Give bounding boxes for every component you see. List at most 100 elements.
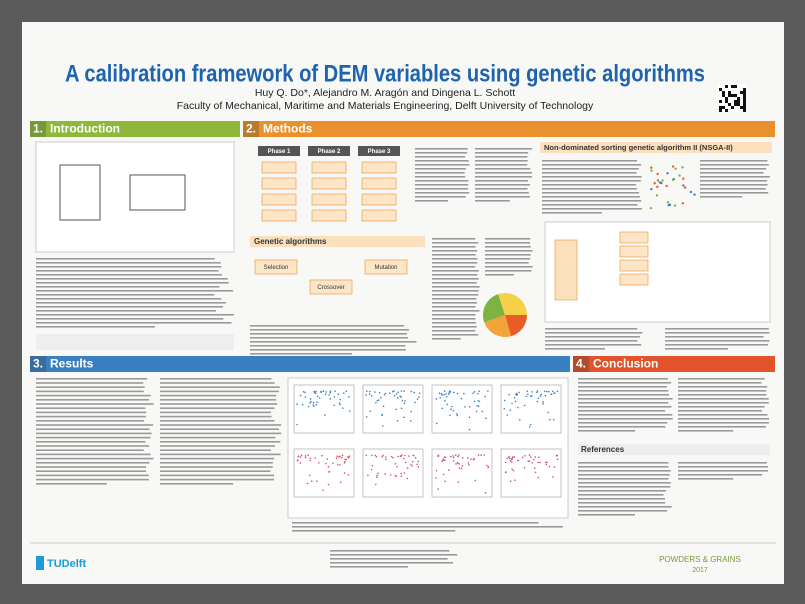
plot-dot	[537, 476, 539, 479]
pie-slice	[505, 315, 527, 337]
qr-cell	[734, 103, 737, 106]
plot-dot	[452, 460, 455, 462]
nsga-bar	[540, 142, 772, 153]
text-line	[36, 310, 216, 312]
pareto-dot	[678, 174, 681, 177]
plot-dot	[464, 405, 466, 408]
nsga-title: Non-dominated sorting genetic algorithm …	[544, 143, 733, 152]
flow-box	[261, 193, 297, 206]
plot-dot	[452, 409, 455, 412]
text-line	[485, 274, 514, 276]
plot-dot	[477, 405, 480, 407]
text-line	[578, 406, 672, 408]
text-line	[36, 441, 146, 443]
plot-dot	[529, 426, 531, 428]
plot-dot	[536, 391, 538, 394]
text-line	[678, 402, 769, 404]
flow-box	[361, 161, 397, 174]
plot-dot	[411, 460, 414, 463]
plot-dot	[436, 422, 438, 425]
text-line	[678, 382, 762, 384]
plot-dot	[368, 393, 371, 395]
plot-dot	[456, 462, 459, 464]
plot-dot	[320, 391, 322, 394]
text-line	[250, 353, 352, 355]
text-line	[665, 336, 764, 338]
qr-cell	[731, 94, 734, 97]
plot-dot	[470, 458, 472, 461]
plot-dot	[307, 454, 309, 456]
phase-label: Phase 2	[318, 149, 341, 155]
text-line	[475, 164, 528, 166]
qr-code	[718, 84, 746, 112]
text-line	[250, 325, 405, 327]
plot-dot	[338, 402, 341, 404]
plot-dot	[487, 390, 489, 392]
flow-box	[261, 177, 297, 190]
plot-dot	[534, 456, 537, 458]
plot-dot	[416, 398, 419, 400]
plot-dot	[510, 458, 513, 460]
text-line	[542, 184, 637, 186]
text-line	[160, 428, 279, 430]
plot-dot	[539, 461, 541, 464]
text-line	[415, 152, 468, 154]
text-line	[36, 483, 107, 485]
qr-cell	[719, 88, 722, 91]
plot-dot	[418, 396, 420, 398]
plot-dot	[345, 390, 348, 393]
input-table	[36, 334, 234, 350]
pareto-dot	[658, 181, 662, 184]
pareto-dot	[682, 184, 685, 187]
plot-dot	[473, 391, 476, 393]
plot-dot	[543, 390, 546, 393]
plot-dot	[474, 479, 477, 482]
plot-dot	[336, 455, 338, 458]
text-line	[578, 390, 669, 392]
plot-dot	[509, 459, 512, 462]
plot-dot	[314, 392, 317, 395]
text-line	[475, 192, 529, 194]
text-line	[36, 478, 149, 481]
pareto-dot	[673, 204, 677, 207]
text-line	[485, 246, 531, 248]
ga-operator: Mutation	[374, 265, 397, 271]
section-number-box	[30, 356, 46, 372]
qr-cell	[734, 100, 737, 103]
text-line	[700, 168, 767, 170]
plot-dot	[477, 392, 479, 395]
plot-dot	[393, 390, 395, 392]
text-line	[160, 390, 279, 393]
text-line	[432, 318, 476, 320]
text-line	[36, 436, 151, 439]
text-line	[160, 424, 282, 426]
text-line	[36, 286, 220, 288]
text-line	[578, 474, 670, 476]
plot-dot	[404, 461, 407, 464]
text-line	[475, 200, 510, 202]
plot-dot	[504, 471, 507, 474]
plot-dot	[524, 454, 526, 457]
plot-dot	[403, 402, 406, 405]
plot-dot	[457, 455, 459, 458]
text-line	[330, 550, 450, 552]
plot-dot	[538, 456, 540, 458]
text-line	[415, 184, 469, 186]
text-line	[678, 462, 767, 464]
text-line	[475, 168, 531, 170]
pareto-dot	[649, 206, 653, 210]
text-line	[542, 208, 642, 210]
text-line	[700, 164, 769, 166]
text-line	[545, 336, 640, 338]
plot-dot	[344, 460, 346, 463]
pareto-dot	[661, 179, 664, 182]
content: 1. Introduction 2. Methods 3. Results 4. Conclu…	[30, 121, 776, 574]
text-line	[36, 445, 150, 447]
section-number: 1.	[33, 122, 43, 136]
plot-dot	[417, 466, 420, 468]
plot-dot	[442, 473, 445, 476]
plot-dot	[461, 457, 464, 459]
plot-dot	[309, 402, 311, 404]
front-box	[619, 245, 649, 258]
plot-dot	[374, 483, 377, 486]
